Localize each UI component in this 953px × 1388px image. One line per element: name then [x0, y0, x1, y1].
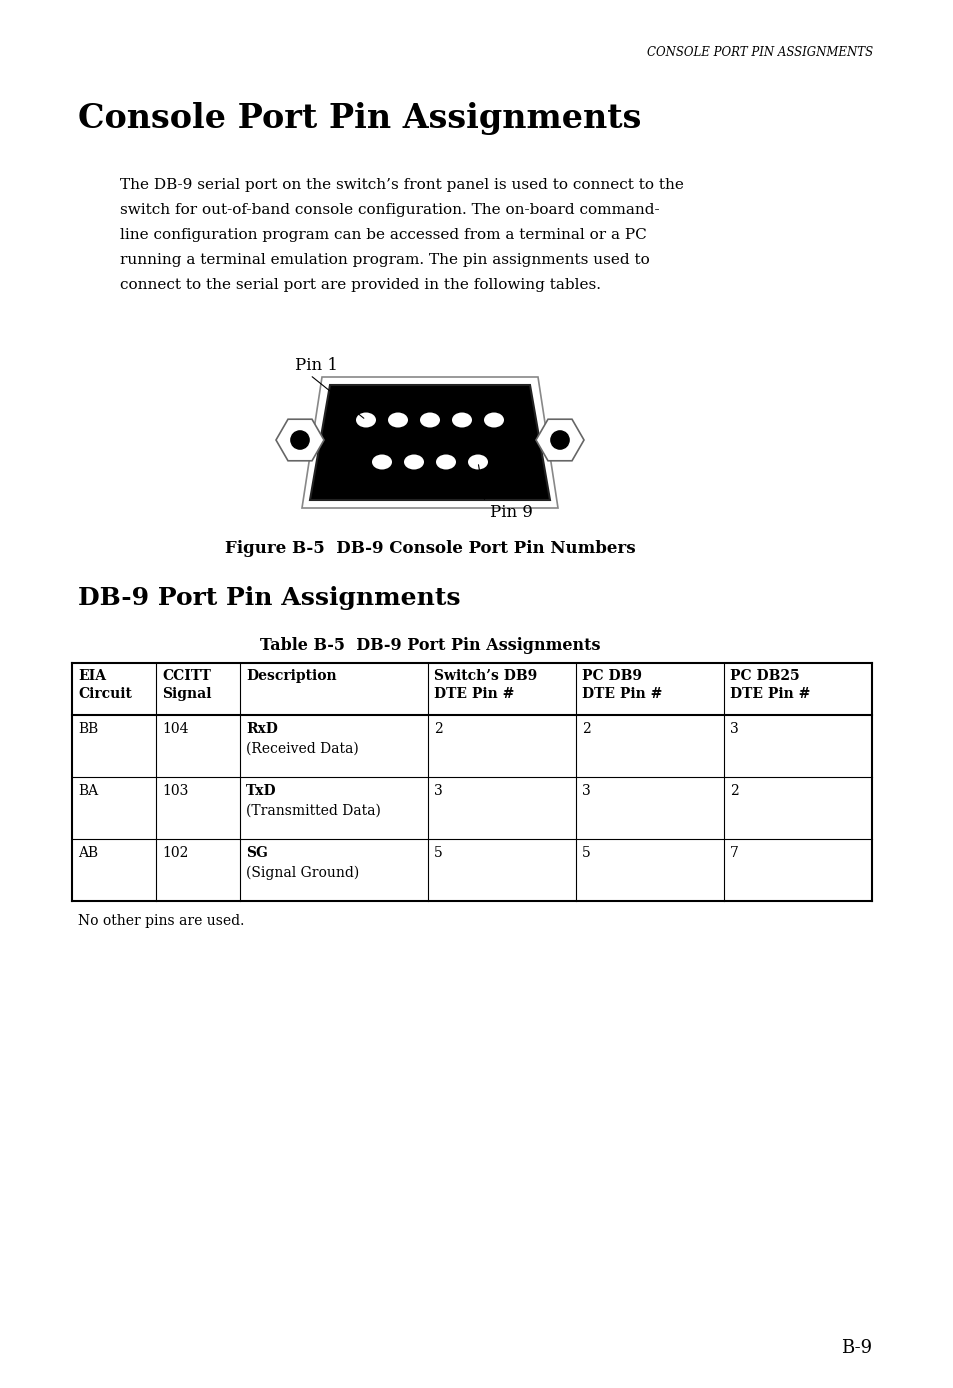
Text: AB: AB — [78, 847, 98, 861]
Text: 2: 2 — [434, 722, 442, 736]
Polygon shape — [275, 419, 324, 461]
Text: SG: SG — [246, 847, 268, 861]
Text: switch for out-of-band console configuration. The on-board command-: switch for out-of-band console configura… — [120, 203, 659, 217]
Text: DTE Pin #: DTE Pin # — [434, 687, 514, 701]
Text: 2: 2 — [581, 722, 590, 736]
Ellipse shape — [436, 454, 456, 469]
Text: 5: 5 — [434, 847, 442, 861]
Polygon shape — [536, 419, 583, 461]
Text: (Received Data): (Received Data) — [246, 743, 358, 756]
Text: PC DB25: PC DB25 — [729, 669, 799, 683]
Text: CCITT: CCITT — [162, 669, 211, 683]
Text: connect to the serial port are provided in the following tables.: connect to the serial port are provided … — [120, 278, 600, 291]
Text: 104: 104 — [162, 722, 189, 736]
Circle shape — [291, 430, 309, 450]
Text: running a terminal emulation program. The pin assignments used to: running a terminal emulation program. Th… — [120, 253, 649, 266]
Ellipse shape — [483, 412, 503, 428]
Ellipse shape — [452, 412, 472, 428]
Text: Table B-5  DB-9 Port Pin Assignments: Table B-5 DB-9 Port Pin Assignments — [259, 637, 599, 654]
Text: 7: 7 — [729, 847, 739, 861]
Text: Pin 9: Pin 9 — [490, 504, 533, 520]
Text: DTE Pin #: DTE Pin # — [581, 687, 661, 701]
Text: (Signal Ground): (Signal Ground) — [246, 866, 359, 880]
Text: No other pins are used.: No other pins are used. — [78, 915, 244, 929]
Text: B-9: B-9 — [840, 1339, 871, 1357]
Ellipse shape — [468, 454, 488, 469]
Ellipse shape — [372, 454, 392, 469]
Text: DB-9 Port Pin Assignments: DB-9 Port Pin Assignments — [78, 586, 460, 609]
Text: BA: BA — [78, 784, 98, 798]
Ellipse shape — [388, 412, 408, 428]
Text: Figure B-5  DB-9 Console Port Pin Numbers: Figure B-5 DB-9 Console Port Pin Numbers — [225, 540, 635, 557]
Text: 5: 5 — [581, 847, 590, 861]
Text: BB: BB — [78, 722, 98, 736]
Text: The DB-9 serial port on the switch’s front panel is used to connect to the: The DB-9 serial port on the switch’s fro… — [120, 178, 683, 192]
Circle shape — [550, 430, 569, 450]
Text: line configuration program can be accessed from a terminal or a PC: line configuration program can be access… — [120, 228, 646, 242]
Ellipse shape — [403, 454, 423, 469]
Polygon shape — [302, 378, 558, 508]
Text: 3: 3 — [581, 784, 590, 798]
Text: DTE Pin #: DTE Pin # — [729, 687, 809, 701]
Text: Description: Description — [246, 669, 336, 683]
Ellipse shape — [355, 412, 375, 428]
Text: EIA: EIA — [78, 669, 106, 683]
Text: Circuit: Circuit — [78, 687, 132, 701]
Text: 102: 102 — [162, 847, 188, 861]
Text: CONSOLE PORT PIN ASSIGNMENTS: CONSOLE PORT PIN ASSIGNMENTS — [646, 46, 872, 58]
Text: 3: 3 — [434, 784, 442, 798]
Polygon shape — [310, 384, 550, 500]
Ellipse shape — [419, 412, 439, 428]
Text: TxD: TxD — [246, 784, 276, 798]
Text: PC DB9: PC DB9 — [581, 669, 641, 683]
Text: Switch’s DB9: Switch’s DB9 — [434, 669, 537, 683]
Text: Console Port Pin Assignments: Console Port Pin Assignments — [78, 101, 640, 135]
Text: Signal: Signal — [162, 687, 212, 701]
Text: 3: 3 — [729, 722, 738, 736]
Text: RxD: RxD — [246, 722, 277, 736]
Text: Pin 1: Pin 1 — [294, 357, 337, 373]
Text: 2: 2 — [729, 784, 738, 798]
Text: 103: 103 — [162, 784, 188, 798]
Text: (Transmitted Data): (Transmitted Data) — [246, 804, 380, 818]
